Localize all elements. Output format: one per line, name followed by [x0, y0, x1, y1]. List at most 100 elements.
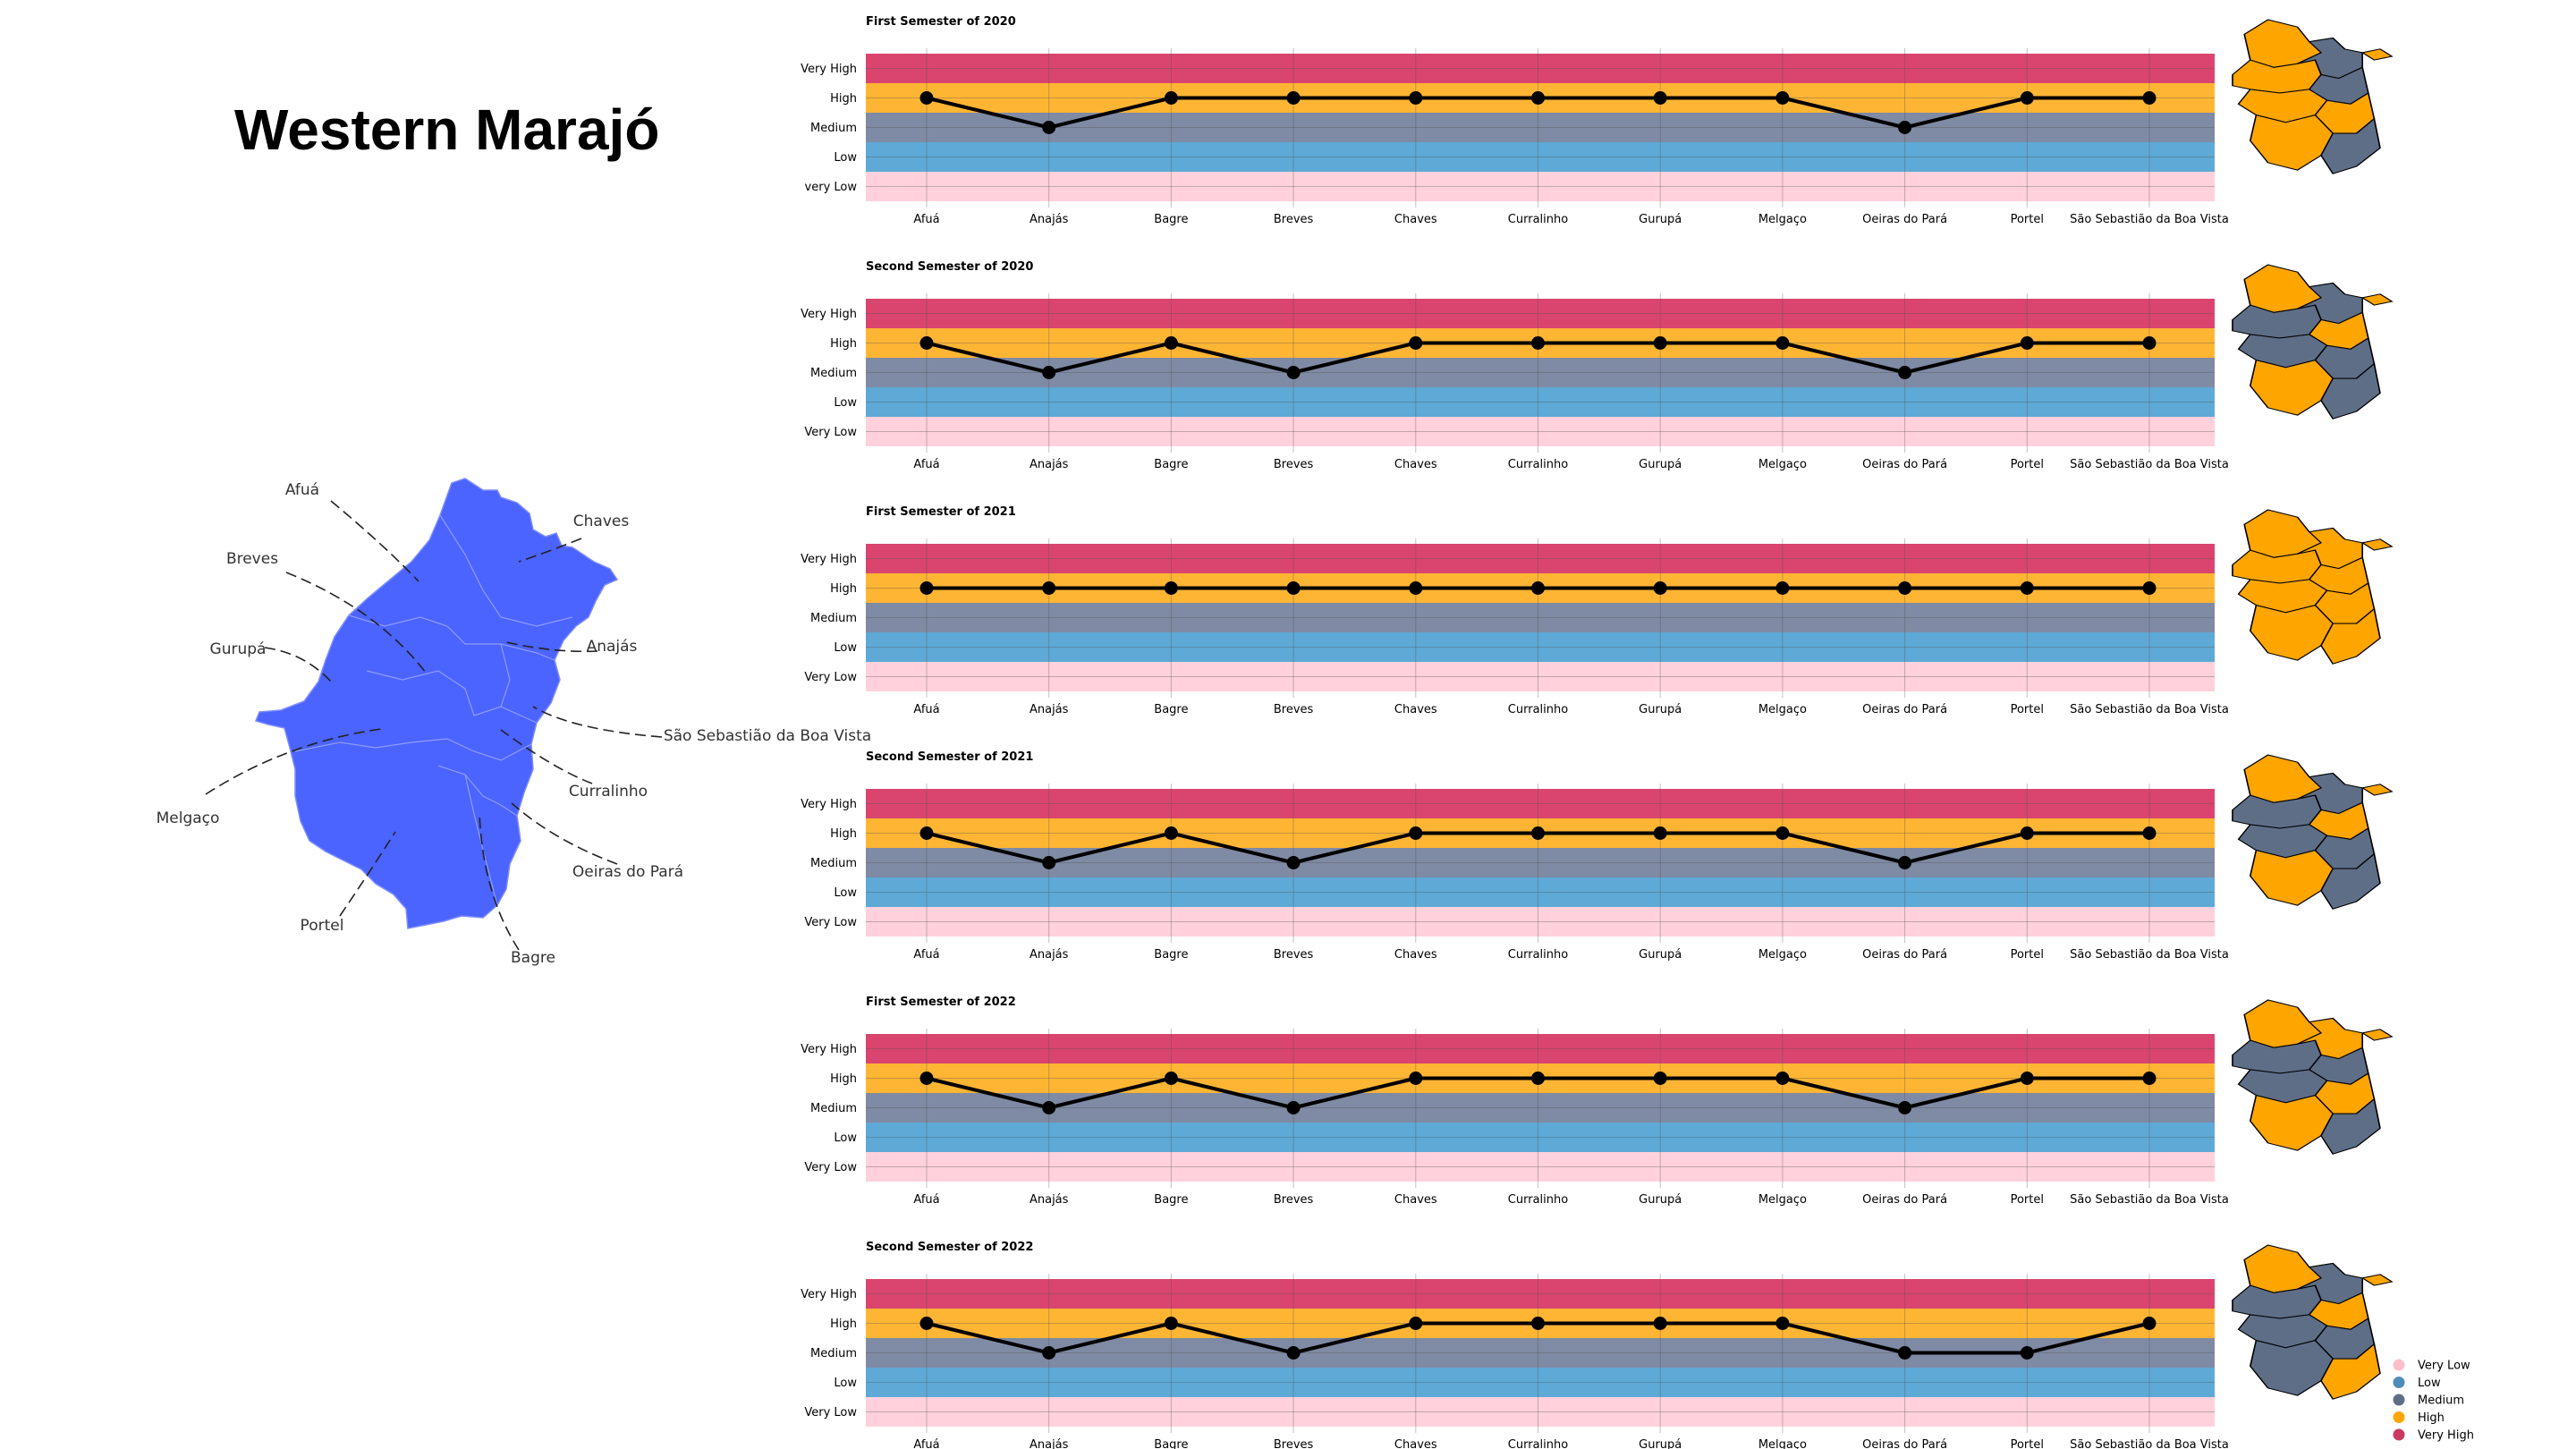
- data-point-bagre: [1164, 581, 1178, 595]
- x-tick-label: Afuá: [913, 213, 939, 226]
- overview-map: [254, 478, 619, 929]
- data-point-breves: [1286, 91, 1301, 105]
- data-point-oeiras-do-para: [1898, 856, 1912, 869]
- x-tick-label: Anajás: [1030, 948, 1069, 962]
- chart-title: First Semester of 2022: [866, 996, 1016, 1009]
- x-tick-label: São Sebastião da Boa Vista: [2070, 213, 2229, 226]
- data-point-portel: [2020, 1072, 2034, 1085]
- thumb-region: [2249, 1094, 2334, 1151]
- y-tick-label: Low: [834, 1377, 857, 1390]
- y-tick-label: Low: [834, 1131, 857, 1145]
- thumb-region: [2249, 359, 2334, 416]
- x-tick-label: Melgaço: [1758, 458, 1807, 471]
- x-tick-label: Melgaço: [1758, 1438, 1807, 1449]
- thumb-region: [2320, 1097, 2381, 1155]
- x-tick-label: Anajás: [1030, 1193, 1069, 1207]
- x-tick-label: Gurupá: [1639, 1193, 1682, 1207]
- band-very-low: [866, 417, 2215, 446]
- data-point-portel: [2020, 336, 2034, 350]
- data-point-portel: [2020, 91, 2034, 105]
- thumb-region: [2360, 293, 2394, 306]
- x-tick-label: Melgaço: [1758, 703, 1807, 716]
- x-tick-label: Portel: [2011, 948, 2044, 962]
- x-tick-label: Gurupá: [1639, 458, 1682, 471]
- data-point-afua: [919, 336, 934, 350]
- band-very-high: [866, 299, 2215, 328]
- y-tick-label: Very High: [801, 1288, 857, 1301]
- thumb-region: [2320, 362, 2381, 419]
- data-point-gurupa: [1653, 581, 1667, 595]
- band-very-low: [866, 907, 2215, 936]
- leader-line-gurupa: [264, 647, 332, 682]
- x-tick-label: São Sebastião da Boa Vista: [2070, 458, 2229, 471]
- x-tick-label: Melgaço: [1758, 213, 1807, 226]
- band-low: [866, 632, 2215, 662]
- thumb-region: [2360, 1029, 2394, 1041]
- data-point-chaves: [1409, 336, 1423, 350]
- thumb-region: [2360, 48, 2394, 61]
- x-tick-label: Gurupá: [1639, 213, 1682, 226]
- map-label-bagre: Bagre: [511, 949, 555, 967]
- map-label-melgaco: Melgaço: [157, 809, 220, 827]
- data-point-chaves: [1409, 1072, 1423, 1085]
- data-point-gurupa: [1653, 1317, 1667, 1330]
- map-label-anajas: Anajás: [587, 638, 638, 656]
- map-label-chaves: Chaves: [573, 513, 630, 530]
- x-tick-label: São Sebastião da Boa Vista: [2070, 703, 2229, 716]
- x-tick-label: Portel: [2011, 1193, 2044, 1207]
- x-tick-label: Melgaço: [1758, 948, 1807, 962]
- x-tick-label: Breves: [1274, 458, 1314, 471]
- legend-label-very-high: Very High: [2418, 1429, 2474, 1443]
- data-point-curralinho: [1531, 826, 1545, 840]
- x-tick-label: Breves: [1274, 948, 1314, 962]
- y-tick-label: Low: [834, 396, 857, 410]
- map-label-afua: Afuá: [285, 481, 319, 499]
- map-label-gurupa: Gurupá: [210, 640, 267, 658]
- thumb-region: [2320, 607, 2381, 665]
- y-tick-label: Very Low: [804, 1406, 857, 1419]
- data-point-chaves: [1409, 1317, 1423, 1330]
- thumbnail-maps: [2232, 19, 2394, 1400]
- thumb-region: [2249, 604, 2334, 661]
- chart-title: First Semester of 2020: [866, 15, 1016, 29]
- x-tick-label: Chaves: [1394, 948, 1437, 962]
- legend-label-low: Low: [2418, 1377, 2441, 1390]
- x-tick-label: Oeiras do Pará: [1862, 213, 1947, 226]
- data-point-breves: [1286, 366, 1301, 379]
- data-point-chaves: [1409, 91, 1423, 105]
- x-tick-label: Chaves: [1394, 213, 1437, 226]
- data-point-bagre: [1164, 91, 1178, 105]
- x-tick-label: Breves: [1274, 703, 1314, 716]
- band-very-high: [866, 544, 2215, 573]
- y-tick-label: Very High: [801, 63, 857, 76]
- overview-map-region: [254, 478, 619, 929]
- legend-label-medium: Medium: [2418, 1394, 2464, 1408]
- y-tick-label: very Low: [805, 181, 858, 194]
- leader-line-anajas: [505, 641, 598, 653]
- legend-swatch-medium: [2393, 1394, 2405, 1406]
- legend-swatch-very-high: [2393, 1428, 2405, 1441]
- y-tick-label: High: [830, 92, 857, 106]
- chart-3: First Semester of 2021 Very Low Low Medium H…: [801, 505, 2229, 716]
- y-tick-label: Medium: [810, 367, 857, 380]
- thumb-region: [2360, 538, 2394, 551]
- leader-line-portel: [339, 831, 396, 917]
- band-low: [866, 387, 2215, 417]
- thumb-region: [2249, 114, 2334, 171]
- thumbnail-map-5: [2232, 999, 2394, 1155]
- data-point-afua: [919, 1072, 934, 1085]
- data-point-anajas: [1042, 581, 1056, 595]
- x-tick-label: Bagre: [1154, 213, 1188, 226]
- thumbnail-map-4: [2232, 754, 2394, 910]
- thumb-region: [2320, 1343, 2381, 1400]
- data-point-afua: [919, 826, 934, 840]
- chart-2: Second Semester of 2020 Very Low Low Medium…: [801, 260, 2229, 471]
- band-very-high: [866, 54, 2215, 83]
- x-tick-label: Anajás: [1030, 213, 1069, 226]
- data-point-sao-sebastiao-da-boa-vista: [2142, 1072, 2157, 1085]
- data-point-sao-sebastiao-da-boa-vista: [2142, 826, 2157, 840]
- data-point-oeiras-do-para: [1898, 366, 1912, 379]
- data-point-gurupa: [1653, 336, 1667, 350]
- chart-1: First Semester of 2020 very Low Low Medium H…: [801, 15, 2229, 226]
- chart-6: Second Semester of 2022 Very Low Low Medium…: [801, 1241, 2229, 1449]
